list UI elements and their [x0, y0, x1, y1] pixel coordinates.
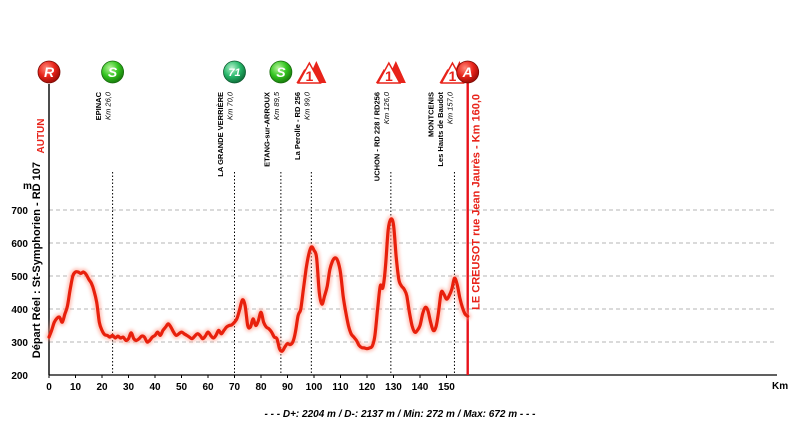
x-tick-label: 0: [46, 382, 52, 393]
svg-text:1: 1: [385, 68, 393, 84]
y-axis: 200 300 400 500 600 700: [11, 206, 28, 382]
feed-zone-marker-icon: 71: [223, 60, 246, 84]
marker-place-label: EPINAC: [94, 91, 103, 120]
marker-km-label: Km 99,0: [302, 91, 311, 120]
svg-text:1: 1: [449, 68, 457, 84]
marker-km-label: Km 89,5: [272, 91, 281, 120]
x-tick-label: 70: [229, 382, 241, 393]
marker-km-label: Km 26,0: [104, 91, 113, 120]
marker-labels: AUTUN Départ Réel : St-Symphorien - RD 10…: [31, 91, 483, 358]
x-axis: 0 10 20 30 40 50 60 70 80 90 100 110 120 130 140 150: [46, 374, 777, 393]
y-tick-label: 600: [11, 239, 28, 250]
y-tick-label: 500: [11, 272, 28, 283]
svg-text:R: R: [44, 64, 55, 80]
x-tick-label: 90: [282, 382, 294, 393]
x-tick-label: 120: [359, 382, 376, 393]
x-tick-label: 100: [306, 382, 323, 393]
x-tick-label: 60: [202, 382, 214, 393]
x-axis-unit-label: Km: [772, 381, 788, 392]
marker-place-label: LA GRANDE VERRIÈRE: [216, 92, 225, 177]
sprint-marker-icon: S: [269, 60, 293, 84]
marker-place-label: MONTCENIS: [426, 92, 435, 137]
x-tick-label: 40: [149, 382, 161, 393]
svg-text:1: 1: [305, 68, 313, 84]
profile-glow: [45, 215, 472, 355]
svg-text:S: S: [276, 64, 286, 80]
marker-icons: R S 71 S 1 1 1 A: [37, 60, 480, 84]
marker-km-label: Km 70,0: [226, 91, 235, 120]
climb-category-icon: 1: [296, 61, 327, 84]
marker-place-label: La Perolle - RD 256: [293, 92, 302, 160]
climb-category-icon: 1: [375, 61, 406, 84]
x-tick-label: 110: [332, 382, 349, 393]
marker-lines: [48, 82, 469, 375]
marker-km-label: Km 157,0: [445, 91, 454, 124]
start-town-label: AUTUN: [36, 119, 47, 154]
marker-place-label: ETANG-sur-ARROUX: [262, 92, 271, 167]
svg-text:71: 71: [228, 67, 240, 79]
y-axis-unit-label: m: [23, 181, 32, 192]
grid: [49, 209, 777, 343]
marker-place-label: Les Hauts de Baudot: [436, 91, 445, 166]
marker-place-label: UCHON - RD 228 / RD256: [372, 92, 381, 181]
y-tick-label: 400: [11, 305, 28, 316]
profile-line: [47, 217, 470, 353]
y-tick-label: 700: [11, 206, 28, 217]
x-tick-label: 140: [412, 382, 429, 393]
x-tick-label: 20: [96, 382, 108, 393]
x-tick-label: 30: [123, 382, 135, 393]
y-tick-label: 300: [11, 338, 28, 349]
svg-text:S: S: [108, 64, 118, 80]
y-tick-label: 200: [11, 371, 28, 382]
sprint-marker-icon: S: [101, 60, 124, 84]
finish-marker-icon: A: [456, 60, 480, 84]
svg-text:A: A: [462, 64, 473, 80]
elevation-profile: [45, 215, 472, 355]
x-tick-label: 130: [385, 382, 402, 393]
finish-line: [466, 82, 469, 375]
stage-summary: - - - D+: 2204 m / D-: 2137 m / Min: 272…: [265, 409, 537, 420]
x-tick-label: 80: [255, 382, 267, 393]
x-tick-label: 50: [176, 382, 188, 393]
start-real-label: Départ Réel : St-Symphorien - RD 107: [31, 162, 43, 358]
x-tick-label: 10: [70, 382, 82, 393]
start-marker-icon: R: [37, 60, 61, 84]
finish-label: LE CREUSOT rue Jean Jaurès - Km 160,0: [471, 94, 483, 310]
x-tick-label: 150: [438, 382, 455, 393]
marker-km-label: Km 126,0: [382, 91, 391, 124]
